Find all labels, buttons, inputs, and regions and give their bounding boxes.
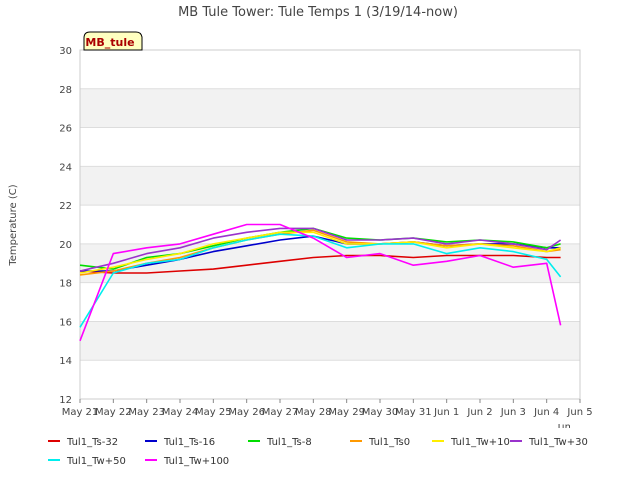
series-lines bbox=[79, 223, 562, 342]
legend-label: Tul1_Tw+50 bbox=[66, 456, 126, 467]
x-tick-label: May 21 bbox=[62, 407, 99, 418]
x-tick-label: Jun 5 bbox=[566, 407, 592, 418]
series-line-tul1-tw-100 bbox=[79, 223, 562, 342]
legend-item: Tul1_Ts0 bbox=[350, 437, 410, 448]
series-line-tul1-ts-8 bbox=[79, 227, 561, 270]
x-tick-label: May 24 bbox=[162, 407, 199, 418]
x-tick-label: May 22 bbox=[95, 407, 132, 418]
background-bands bbox=[80, 88, 580, 400]
y-tick-label: 28 bbox=[59, 85, 72, 96]
y-tick-label: 30 bbox=[59, 46, 72, 57]
legend-item: Tul1_Tw+10 bbox=[432, 437, 510, 448]
x-tick-label: Jun 1 bbox=[433, 407, 459, 418]
legend: Tul1_Ts-32 Tul1_Ts-16 Tul1_Ts-8 Tul1_Ts0 Tul… bbox=[48, 437, 588, 467]
y-axis-label: Temperature (C) bbox=[8, 184, 19, 266]
x-tick-label: May 30 bbox=[362, 407, 399, 418]
legend-item: Tul1_Ts-16 bbox=[145, 437, 215, 448]
legend-item: Tul1_Tw+30 bbox=[510, 437, 588, 448]
legend-item: Tul1_Ts-32 bbox=[48, 437, 118, 448]
legend-item: Tul1_Tw+100 bbox=[145, 456, 229, 467]
series-line-tul1-tw-50 bbox=[79, 233, 562, 328]
y-tick-label: 24 bbox=[59, 162, 72, 173]
x-tick-label: May 29 bbox=[328, 407, 365, 418]
series-line-tul1-ts-16 bbox=[80, 235, 561, 272]
plot-frame bbox=[79, 49, 581, 400]
y-tick-label: 18 bbox=[59, 279, 72, 290]
x-tick-label: May 23 bbox=[128, 407, 165, 418]
legend-label: Tul1_Tw+30 bbox=[528, 437, 588, 448]
x-tick-label: May 27 bbox=[262, 407, 299, 418]
series-line-tul1-tw-30 bbox=[79, 227, 562, 272]
grid-band bbox=[80, 321, 580, 361]
y-tick-label: 26 bbox=[59, 124, 72, 135]
chart-title: MB Tule Tower: Tule Temps 1 (3/19/14-now… bbox=[178, 5, 458, 20]
legend-label: Tul1_Tw+100 bbox=[163, 456, 229, 467]
x-tick-label: Jun 3 bbox=[500, 407, 526, 418]
y-tick-label: 16 bbox=[59, 317, 72, 328]
x-axis-corner-label: Time bbox=[555, 422, 580, 433]
legend-label: Tul1_Tw+10 bbox=[450, 437, 510, 448]
x-tick-label: Jun 2 bbox=[466, 407, 492, 418]
x-tick-label: May 28 bbox=[295, 407, 332, 418]
grid-band bbox=[80, 88, 580, 128]
x-tick-label: May 25 bbox=[195, 407, 232, 418]
legend-label: Tul1_Ts0 bbox=[368, 437, 410, 448]
series-line-tul1-ts0 bbox=[79, 229, 561, 276]
y-tick-label: 22 bbox=[59, 201, 72, 212]
legend-item: Tul1_Ts-8 bbox=[248, 437, 312, 448]
grid-band bbox=[80, 166, 580, 206]
station-label: MB_tule bbox=[85, 36, 134, 49]
legend-label: Tul1_Ts-16 bbox=[163, 437, 215, 448]
station-label-badge: MB_tule bbox=[83, 31, 143, 51]
legend-item: Tul1_Tw+50 bbox=[48, 456, 126, 467]
series-line-tul1-ts-32 bbox=[79, 254, 561, 274]
y-axis: 12 14 16 18 20 22 24 26 28 30 bbox=[59, 46, 72, 406]
y-tick-label: 14 bbox=[59, 356, 72, 367]
x-tick-label: May 26 bbox=[228, 407, 265, 418]
legend-label: Tul1_Ts-32 bbox=[66, 437, 118, 448]
y-tick-label: 20 bbox=[59, 240, 72, 251]
series-line-tul1-tw-10 bbox=[79, 231, 561, 274]
legend-label: Tul1_Ts-8 bbox=[266, 437, 312, 448]
y-tick-label: 12 bbox=[59, 395, 72, 406]
x-tick-label: Jun 4 bbox=[533, 407, 559, 418]
x-tick-label: May 31 bbox=[395, 407, 432, 418]
